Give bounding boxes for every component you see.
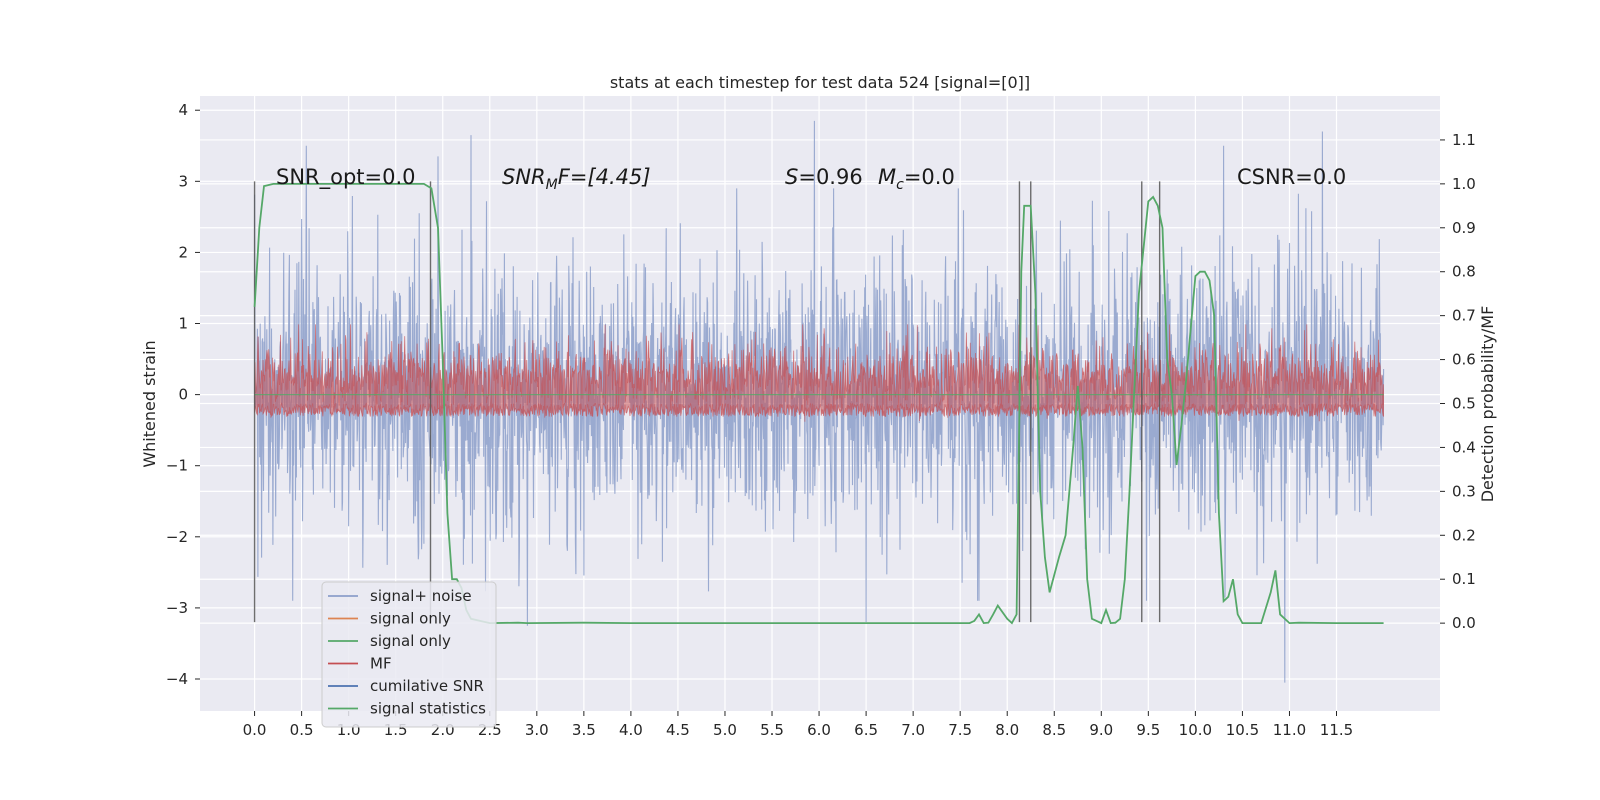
stat-s-prefix: S xyxy=(785,165,798,189)
x-tick-label: 11.5 xyxy=(1320,721,1353,739)
y2-tick-label: 0.2 xyxy=(1452,526,1476,544)
legend: signal+ noise signal only signal only MF cum… xyxy=(321,581,497,728)
annotation-snr-mf: SNRMF=[4.45] xyxy=(502,165,651,193)
y2-axis-label: Detection probability/MF xyxy=(1478,306,1497,503)
annotation-snr-opt: SNR_opt=0.0 xyxy=(276,165,416,190)
stat-mc-subscript: c xyxy=(896,177,904,193)
y-axis-label: Whitened strain xyxy=(140,340,159,467)
stat-mc-prefix: M xyxy=(878,165,896,189)
snr-mf-prefix: SNR xyxy=(502,165,546,189)
x-tick-label: 7.0 xyxy=(901,721,925,739)
y2-tick-label: 0.9 xyxy=(1452,219,1476,237)
x-tick-label: 11.0 xyxy=(1273,721,1306,739)
x-tick-label: 0.0 xyxy=(243,721,267,739)
x-tick-label: 3.5 xyxy=(572,721,596,739)
stat-s-rest: =0.96 xyxy=(798,165,862,189)
x-tick-label: 5.0 xyxy=(713,721,737,739)
snr-mf-rest: F=[4.45] xyxy=(558,165,651,189)
y-tick-label: −3 xyxy=(166,599,188,617)
annotation-stat-mc: Mc=0.0 xyxy=(878,165,955,193)
annotation-stat-s: S=0.96 xyxy=(785,165,863,189)
x-tick-label: 4.0 xyxy=(619,721,643,739)
y-tick-label: 4 xyxy=(178,101,188,119)
x-tick-label: 8.0 xyxy=(995,721,1019,739)
legend-label: MF xyxy=(370,655,392,673)
legend-box xyxy=(321,581,497,728)
x-tick-label: 5.5 xyxy=(760,721,784,739)
x-tick-label: 8.5 xyxy=(1042,721,1066,739)
legend-label: signal only xyxy=(370,610,451,628)
y2-tick-label: 0.7 xyxy=(1452,307,1476,325)
x-tick-label: 7.5 xyxy=(948,721,972,739)
x-tick-label: 10.5 xyxy=(1226,721,1259,739)
y2-tick-label: 0.3 xyxy=(1452,482,1476,500)
legend-label: cumilative SNR xyxy=(370,677,484,695)
x-tick-label: 4.5 xyxy=(666,721,690,739)
x-tick-label: 6.0 xyxy=(807,721,831,739)
y-tick-label: 2 xyxy=(178,243,188,261)
x-tick-label: 10.0 xyxy=(1179,721,1212,739)
y2-tick-label: 0.8 xyxy=(1452,263,1476,281)
x-tick-label: 9.5 xyxy=(1136,721,1160,739)
x-tick-label: 9.0 xyxy=(1089,721,1113,739)
stat-mc-rest: =0.0 xyxy=(904,165,955,189)
y2-tick-label: 0.5 xyxy=(1452,395,1476,413)
x-tick-label: 3.0 xyxy=(525,721,549,739)
y-tick-label: −2 xyxy=(166,528,188,546)
y2-tick-label: 0.1 xyxy=(1452,570,1476,588)
mf-band xyxy=(254,324,1384,422)
legend-label: signal only xyxy=(370,632,451,650)
snr-mf-subscript: M xyxy=(546,177,558,193)
y2-tick-label: 0.0 xyxy=(1452,614,1476,632)
legend-label: signal statistics xyxy=(370,700,486,718)
y-tick-label: 3 xyxy=(178,172,188,190)
y-tick-label: 0 xyxy=(178,386,188,404)
x-tick-label: 6.5 xyxy=(854,721,878,739)
mf-series xyxy=(254,324,1384,422)
y2-tick-label: 0.6 xyxy=(1452,351,1476,369)
axis-ticks: 0.0 0.5 1.0 1.5 2.0 2.5 3.0 3.5 4.0 4.5 5.0 5.5 6.0 6… xyxy=(166,101,1476,739)
legend-label: signal+ noise xyxy=(370,587,472,605)
chart-title: stats at each timestep for test data 524… xyxy=(610,73,1030,92)
annotation-csnr: CSNR=0.0 xyxy=(1237,165,1346,189)
x-tick-label: 0.5 xyxy=(290,721,314,739)
y-tick-label: 1 xyxy=(178,315,188,333)
y2-tick-label: 1.0 xyxy=(1452,175,1476,193)
y2-tick-label: 0.4 xyxy=(1452,438,1476,456)
y-tick-label: −4 xyxy=(166,670,188,688)
y2-tick-label: 1.1 xyxy=(1452,131,1476,149)
y-tick-label: −1 xyxy=(166,457,188,475)
